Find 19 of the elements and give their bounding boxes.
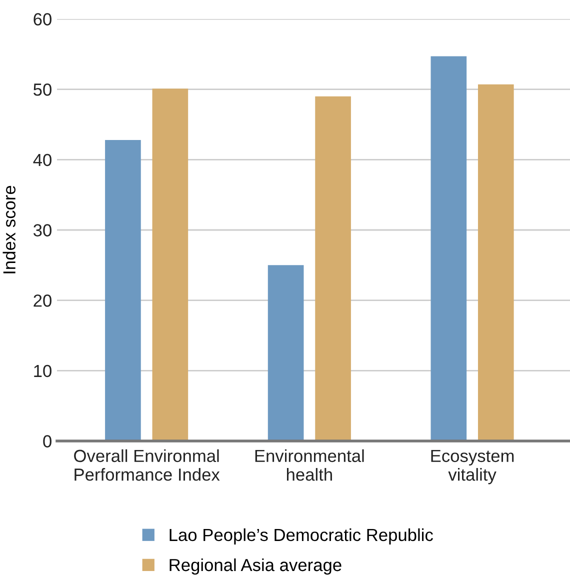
y-tick-label: 20 [34, 294, 52, 307]
y-tick-label: 50 [34, 84, 52, 96]
legend-label: Lao People’s Democratic Republic [170, 528, 433, 545]
bar [152, 88, 188, 441]
bar [105, 140, 141, 441]
y-tick-label: 10 [34, 364, 52, 378]
bar [478, 84, 514, 441]
x-tick-label: Overall Environmal Performance Index [74, 449, 220, 481]
bar [268, 265, 304, 441]
y-tick-label: 60 [34, 13, 52, 26]
y-axis-title: Index score [2, 186, 16, 274]
bar [315, 96, 351, 441]
x-tick-label: Ecosystem vitality [431, 450, 514, 484]
y-tick-label: 30 [33, 224, 52, 236]
y-tick-label: 0 [43, 435, 52, 448]
legend-label: Regional Asia average [170, 558, 342, 575]
y-tick-label: 40 [33, 154, 52, 166]
bar [430, 56, 467, 441]
x-tick-label: Environmental health [255, 449, 364, 481]
